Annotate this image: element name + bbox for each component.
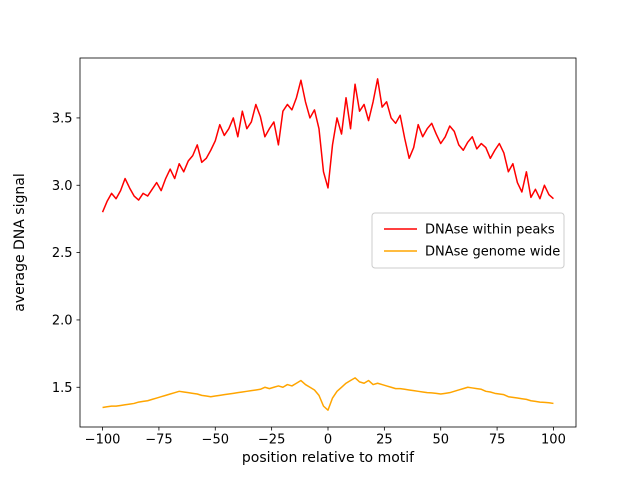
y-tick-label: 1.5 bbox=[52, 381, 73, 396]
series-line-0 bbox=[101, 78, 554, 213]
series-line-1 bbox=[102, 377, 554, 411]
x-tick-label: −75 bbox=[145, 433, 172, 448]
legend-label-0: DNAse within peaks bbox=[425, 223, 555, 238]
x-tick-label: 25 bbox=[376, 433, 393, 448]
x-axis-label: position relative to motif bbox=[242, 450, 415, 466]
x-tick-label: 75 bbox=[489, 433, 506, 448]
y-tick-label: 2.0 bbox=[52, 313, 73, 328]
legend-box bbox=[371, 212, 565, 269]
x-tick-label: −50 bbox=[202, 433, 229, 448]
y-tick-label: 3.0 bbox=[52, 179, 73, 194]
x-tick-label: 100 bbox=[541, 433, 566, 448]
legend-label-1: DNAse genome wide bbox=[425, 245, 560, 260]
x-tick-label: 0 bbox=[324, 433, 332, 448]
x-tick-label: −25 bbox=[258, 433, 285, 448]
y-tick-label: 3.5 bbox=[52, 111, 73, 126]
x-tick-label: 50 bbox=[432, 433, 449, 448]
y-axis-label: average DNA signal bbox=[12, 173, 28, 311]
y-tick-label: 2.5 bbox=[52, 246, 73, 261]
x-tick-label: −100 bbox=[85, 433, 121, 448]
